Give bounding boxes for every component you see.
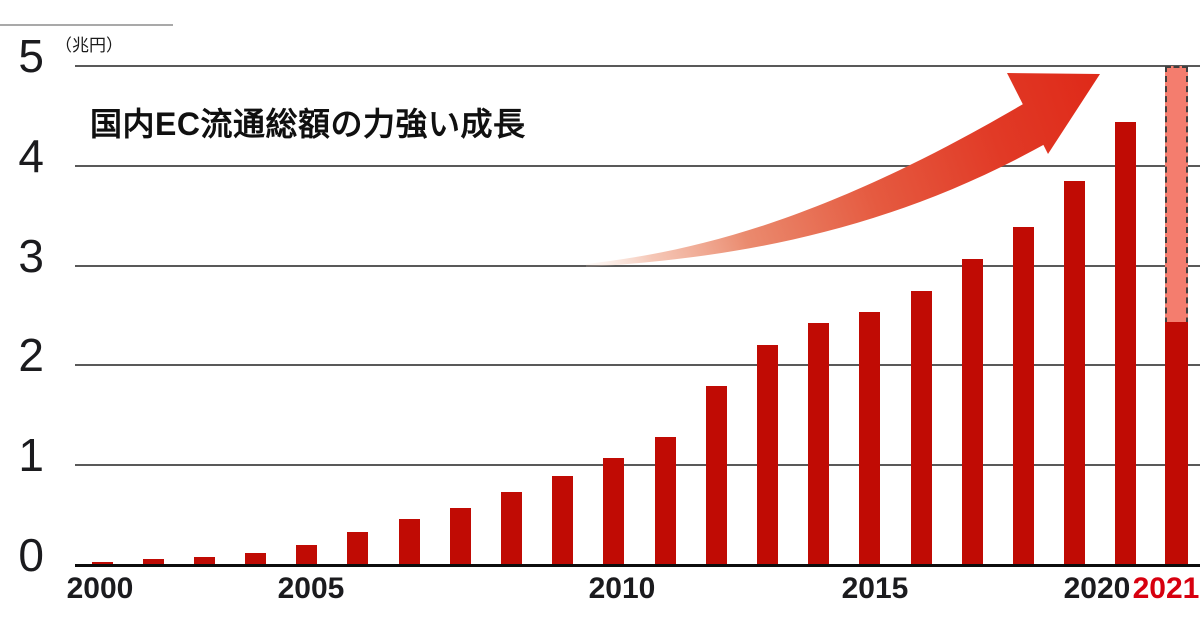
arrow-head [1007, 73, 1100, 154]
arrow-shaft [586, 100, 1052, 267]
gridline [75, 264, 1200, 267]
bar-2015 [859, 311, 881, 565]
bar-2001 [142, 559, 164, 565]
x-tick-label-2020: 2020 [1063, 572, 1131, 605]
bar-2012 [705, 386, 727, 565]
bar-2007 [449, 508, 471, 565]
bar-2005 [347, 532, 369, 565]
x-tick-label-2005: 2005 [277, 572, 345, 605]
y-tick-label: 0 [18, 529, 44, 581]
bar-2009 [552, 476, 574, 565]
gridline [75, 464, 1200, 467]
gridline [75, 65, 1200, 67]
bar-2013 [756, 345, 778, 565]
bar-2006 [398, 519, 420, 565]
x-tick-label-2000: 2000 [66, 572, 134, 605]
bar-2003 [245, 553, 267, 565]
gridline [75, 164, 1200, 167]
bar-2008 [501, 492, 523, 565]
x-tick-label-2021: 2021 [1132, 572, 1200, 605]
gridline [75, 364, 1200, 367]
bar-2019 [1064, 180, 1086, 565]
bar-2018 [1012, 226, 1034, 565]
y-tick-label: 5 [18, 30, 44, 82]
bar-2002 [193, 557, 215, 565]
growth-arrow-icon [586, 73, 1100, 267]
bar-2021-actual [1165, 322, 1189, 565]
y-tick-label: 4 [18, 129, 44, 182]
bar-2017 [961, 258, 983, 565]
bar-2011 [654, 437, 676, 565]
chart-title: 国内EC流通総額の力強い成長 [90, 106, 526, 142]
y-tick-label: 2 [18, 329, 44, 382]
bar-2000 [91, 562, 113, 565]
top-border-line [0, 24, 173, 26]
bar-2020 [1115, 121, 1137, 565]
y-axis-unit-label: （兆円） [55, 36, 123, 55]
x-axis-baseline [75, 564, 1200, 567]
x-tick-label-2015: 2015 [841, 572, 909, 605]
y-tick-label: 3 [18, 229, 44, 282]
bar-2014 [808, 323, 830, 565]
y-tick-label: 1 [18, 429, 44, 482]
bar-2004 [296, 545, 318, 565]
x-tick-label-2010: 2010 [588, 572, 656, 605]
bar-2010 [603, 458, 625, 565]
bar-2016 [910, 290, 932, 565]
